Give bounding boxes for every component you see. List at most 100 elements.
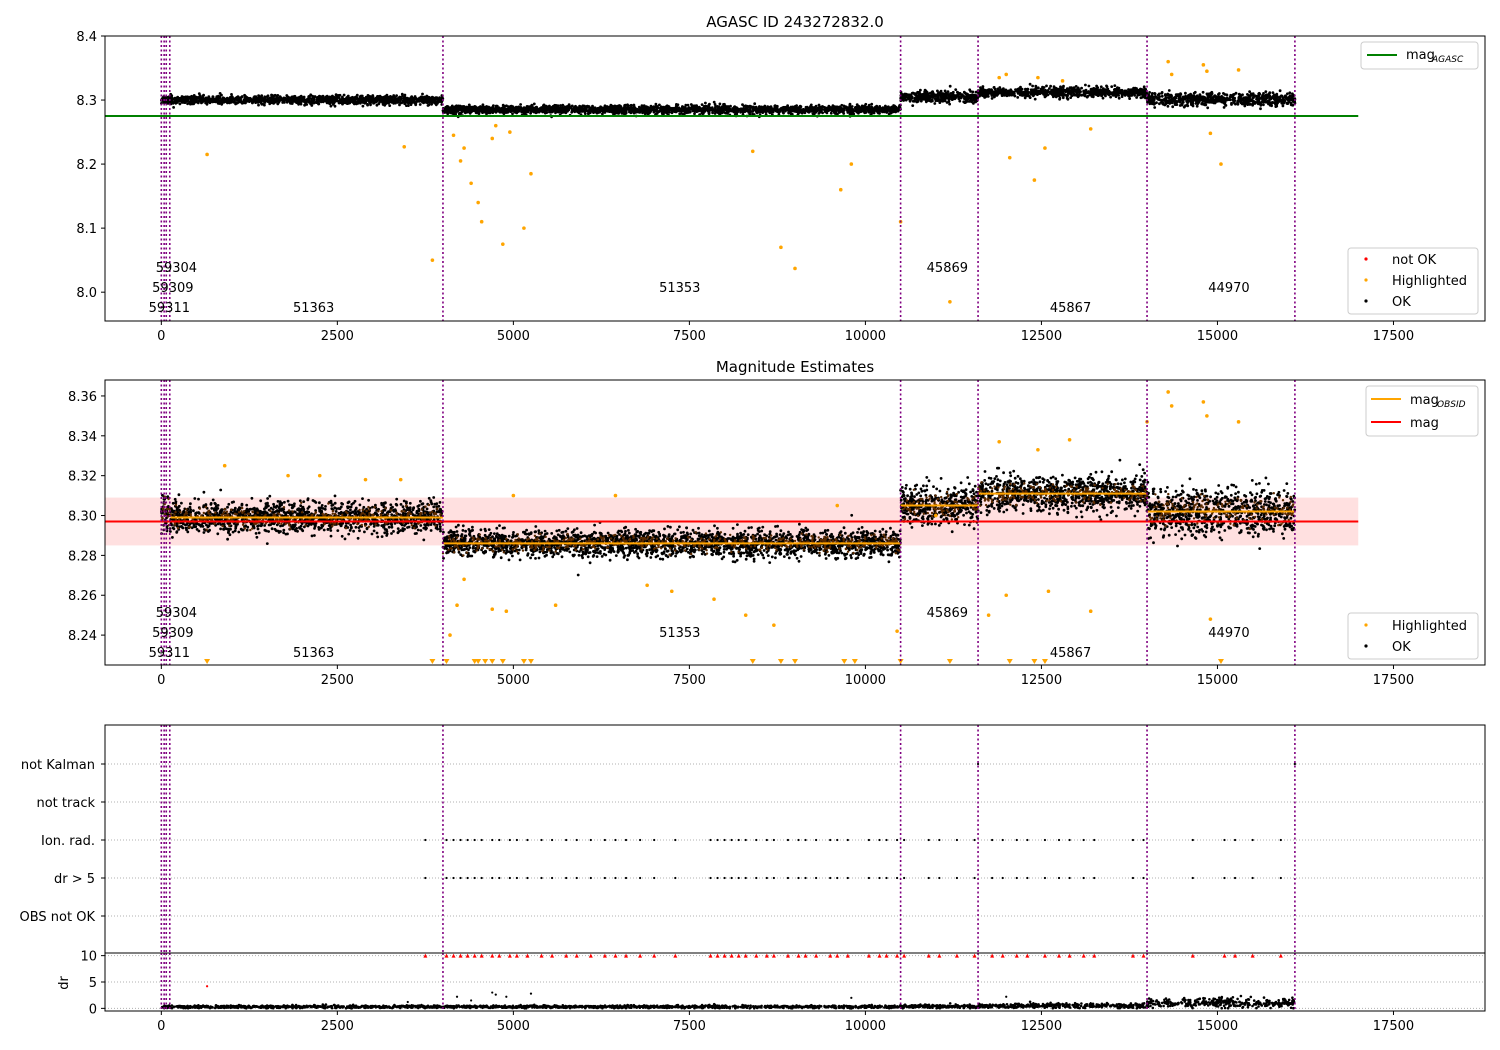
- agasc-point: [358, 98, 362, 102]
- agasc-point: [533, 110, 537, 113]
- agasc-point: [1067, 90, 1070, 93]
- agasc-point: [740, 108, 743, 112]
- agasc-point: [1154, 95, 1157, 98]
- agasc-point: [531, 110, 534, 113]
- agasc-point: [544, 104, 547, 108]
- agasc-point: [860, 107, 864, 110]
- agasc-point: [1120, 95, 1124, 98]
- agasc-point: [492, 104, 495, 107]
- agasc-point: [1153, 106, 1157, 109]
- agasc-point: [205, 102, 209, 106]
- agasc-point: [676, 109, 680, 113]
- agasc-point: [312, 98, 316, 102]
- agasc-point: [618, 104, 622, 108]
- agasc-point: [396, 100, 400, 103]
- agasc-point: [644, 105, 648, 109]
- agasc-point: [896, 109, 900, 113]
- agasc-point: [1083, 94, 1087, 98]
- agasc-point: [545, 108, 549, 112]
- agasc-point: [328, 99, 332, 102]
- agasc-point: [642, 108, 646, 112]
- agasc-point: [923, 95, 926, 98]
- agasc-point: [675, 105, 679, 109]
- agasc-point: [1001, 91, 1005, 94]
- agasc-point: [632, 103, 636, 107]
- agasc-point: [333, 104, 337, 108]
- agasc-point: [830, 108, 834, 112]
- agasc-point: [306, 97, 309, 101]
- agasc-point: [687, 106, 691, 109]
- agasc-point: [869, 108, 873, 112]
- agasc-point: [939, 89, 943, 93]
- agasc-point: [342, 97, 346, 101]
- agasc-point: [1163, 103, 1167, 107]
- agasc-point: [693, 109, 697, 112]
- agasc-point: [211, 95, 215, 99]
- agasc-point: [885, 108, 888, 112]
- agasc-point: [760, 105, 763, 109]
- agasc-point: [507, 105, 510, 109]
- agasc-point: [756, 111, 759, 114]
- agasc-point: [817, 112, 821, 115]
- agasc-point: [199, 98, 203, 102]
- agasc-point: [479, 108, 482, 112]
- agasc-point: [290, 102, 294, 105]
- agasc-point: [1100, 94, 1103, 98]
- agasc-point: [670, 106, 674, 110]
- agasc-point: [377, 102, 381, 106]
- agasc-point: [555, 108, 559, 112]
- agasc-point: [500, 108, 503, 112]
- agasc-point: [550, 110, 554, 114]
- agasc-point: [859, 110, 862, 113]
- agasc-point: [654, 105, 658, 109]
- agasc-point: [852, 112, 856, 116]
- agasc-point: [470, 107, 473, 111]
- agasc-point: [401, 94, 404, 98]
- agasc-point: [429, 100, 432, 104]
- agasc-point: [998, 89, 1001, 93]
- agasc-point: [723, 107, 727, 110]
- agasc-point: [714, 110, 718, 114]
- agasc-point: [560, 106, 564, 110]
- agasc-point: [878, 105, 882, 108]
- agasc-point: [167, 96, 171, 100]
- agasc-point: [1262, 103, 1265, 107]
- agasc-point: [873, 106, 877, 110]
- agasc-point: [420, 95, 424, 99]
- agasc-point: [494, 104, 498, 108]
- agasc-point: [1059, 86, 1062, 89]
- agasc-point: [265, 95, 269, 98]
- agasc-point: [615, 104, 619, 108]
- agasc-point: [1052, 94, 1056, 97]
- agasc-point: [379, 96, 383, 100]
- agasc-point: [658, 103, 661, 107]
- agasc-point: [783, 107, 787, 111]
- agasc-point: [508, 108, 511, 111]
- agasc-point: [503, 104, 507, 108]
- agasc-point: [1024, 87, 1027, 91]
- agasc-point: [1031, 84, 1034, 88]
- agasc-point: [1066, 97, 1070, 101]
- agasc-point: [218, 99, 222, 103]
- agasc-point: [914, 97, 917, 100]
- agasc-point: [558, 110, 562, 113]
- agasc-point: [492, 109, 495, 113]
- agasc-point: [1026, 94, 1029, 98]
- agasc-point: [458, 108, 462, 112]
- agasc-point: [983, 89, 987, 93]
- agasc-point: [1104, 88, 1108, 91]
- agasc-point: [1008, 90, 1012, 93]
- agasc-point: [818, 105, 821, 109]
- agasc-point: [836, 105, 839, 109]
- agasc-point: [731, 107, 734, 110]
- agasc-point: [559, 104, 562, 107]
- agasc-point: [189, 96, 193, 99]
- agasc-point: [947, 100, 951, 103]
- agasc-point: [763, 106, 767, 110]
- agasc-point: [403, 96, 407, 100]
- agasc-point: [1085, 95, 1089, 99]
- agasc-point: [718, 102, 722, 106]
- agasc-point: [707, 110, 711, 113]
- agasc-point: [969, 90, 972, 93]
- agasc-point: [834, 112, 838, 115]
